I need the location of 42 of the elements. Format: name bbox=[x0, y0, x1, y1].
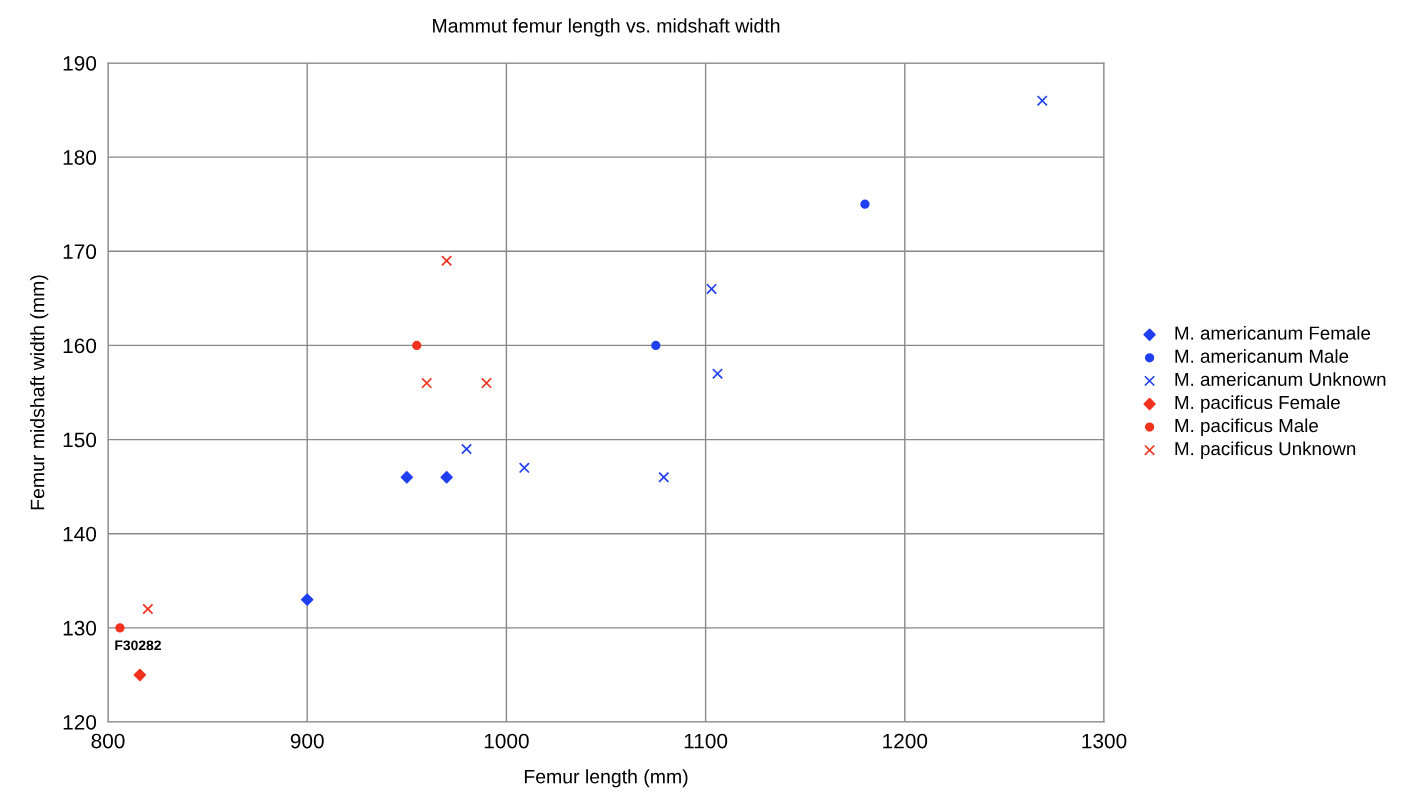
point bbox=[461, 443, 473, 455]
x-tick-label: 1300 bbox=[1082, 733, 1127, 749]
y-tick-label: 140 bbox=[63, 526, 97, 542]
point bbox=[480, 377, 492, 389]
point bbox=[658, 471, 670, 483]
point bbox=[412, 340, 422, 351]
x-tick-label: 1200 bbox=[883, 733, 928, 749]
y-tick-label: 170 bbox=[63, 244, 97, 260]
y-tick-label: 180 bbox=[63, 150, 97, 165]
point bbox=[706, 283, 718, 295]
y-tick-label: 190 bbox=[63, 56, 97, 71]
legend-label: M. pacificus Female bbox=[1175, 395, 1340, 413]
legend-label: M. americanum Male bbox=[1175, 349, 1349, 363]
point bbox=[300, 593, 314, 606]
annotation: F30282 bbox=[115, 640, 161, 651]
y-tick-label: 130 bbox=[63, 620, 97, 636]
point bbox=[115, 623, 125, 633]
point bbox=[440, 471, 453, 484]
point bbox=[441, 255, 453, 267]
point bbox=[651, 340, 661, 351]
point bbox=[1036, 95, 1048, 107]
x-tick-label: 800 bbox=[91, 733, 125, 749]
point bbox=[860, 199, 870, 209]
y-tick-label: 120 bbox=[63, 715, 97, 730]
x-tick-label: 1000 bbox=[484, 733, 529, 749]
legend-label: M. pacificus Male bbox=[1175, 418, 1318, 436]
point bbox=[133, 668, 147, 682]
x-axis-title: Femur length (mm) bbox=[524, 769, 688, 788]
legend-label: M. americanum Female bbox=[1175, 326, 1371, 340]
point bbox=[400, 471, 414, 484]
y-tick-label: 160 bbox=[63, 338, 97, 354]
y-axis-title: Femur midshaft width (mm) bbox=[30, 275, 49, 510]
legend-label: M. americanum Unknown bbox=[1175, 372, 1386, 386]
chart-title: Mammut femur length vs. midshaft width bbox=[433, 18, 780, 37]
point bbox=[421, 377, 433, 389]
x-tick-label: 1100 bbox=[684, 733, 728, 749]
point bbox=[518, 462, 530, 474]
y-tick-label: 150 bbox=[63, 432, 97, 448]
legend-label: M. pacificus Unknown bbox=[1175, 441, 1356, 459]
point bbox=[712, 368, 724, 380]
x-tick-label: 900 bbox=[290, 733, 324, 749]
point bbox=[142, 603, 154, 615]
